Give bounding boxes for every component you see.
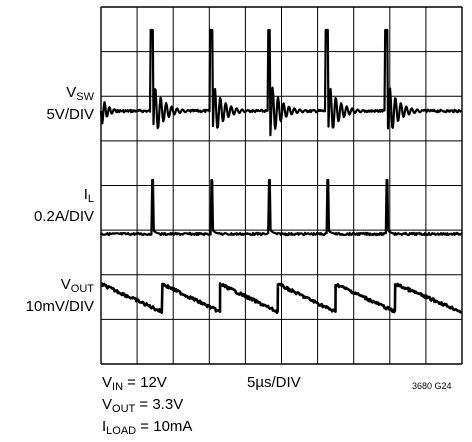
trace-vout <box>100 282 463 315</box>
trace-il <box>99 178 463 237</box>
vsw-scale: 5V/DIV <box>46 106 94 123</box>
timebase-label: 5µs/DIV <box>247 374 301 391</box>
trace-vsw <box>99 28 463 137</box>
condition-vin: VIN = 12V <box>102 374 167 393</box>
scope-grid <box>100 6 463 365</box>
condition-iload: ILOAD = 10mA <box>102 418 193 437</box>
vsw-label: VSW 5V/DIV <box>46 84 94 123</box>
figure-id: 3680 G24 <box>412 381 452 391</box>
vout-label: VOUT 10mV/DIV <box>25 276 94 315</box>
il-scale: 0.2A/DIV <box>33 208 94 225</box>
condition-vout: VOUT = 3.3V <box>102 396 184 415</box>
il-label: IL 0.2A/DIV <box>33 186 94 225</box>
vout-scale: 10mV/DIV <box>25 298 94 315</box>
